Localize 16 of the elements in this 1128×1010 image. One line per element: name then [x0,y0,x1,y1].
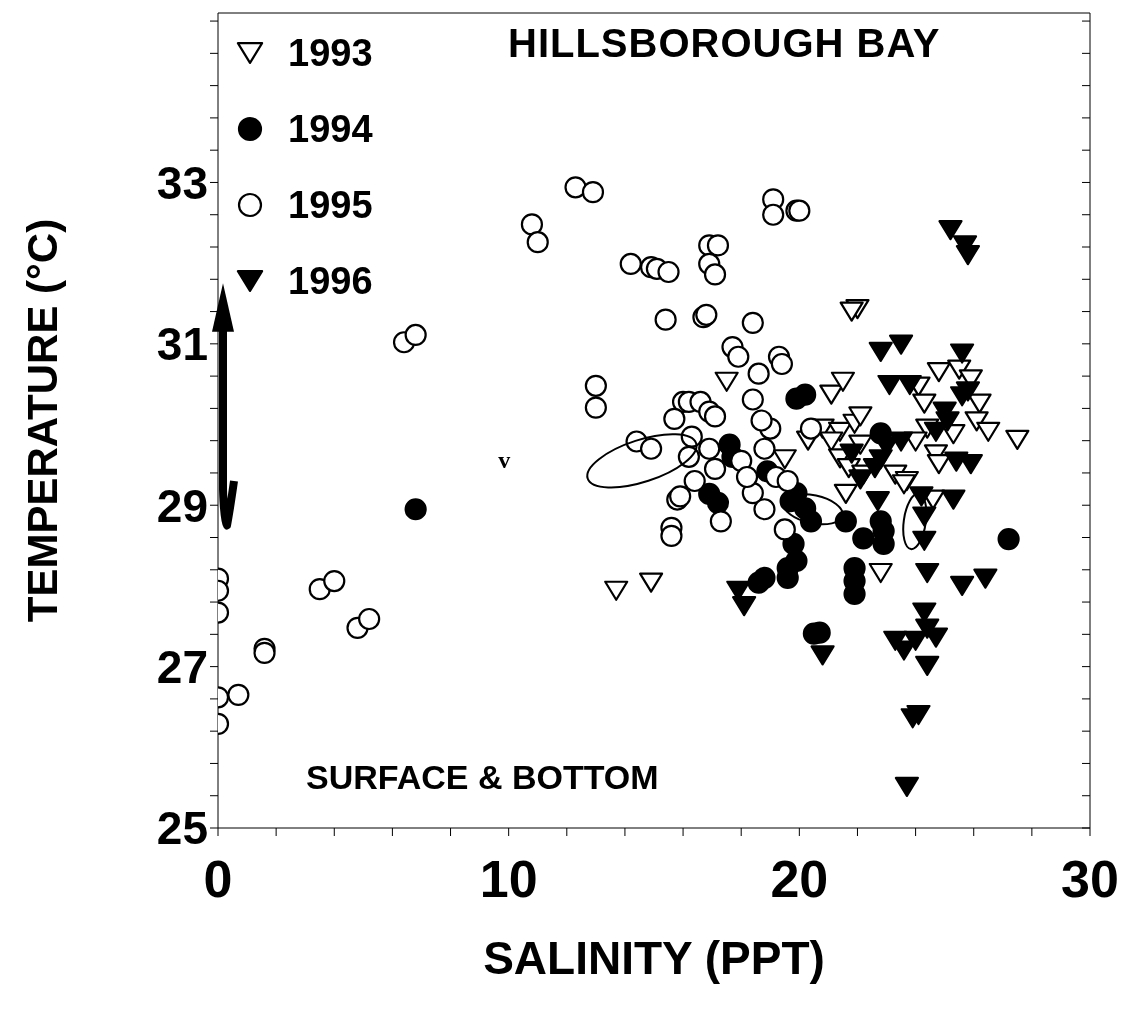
annotation: SURFACE & BOTTOM [306,758,659,797]
legend-label: 1993 [288,31,373,75]
legend-label: 1994 [288,107,373,151]
y-tick-label: 27 [156,640,208,693]
y-tick-label: 31 [156,318,208,371]
legend-label: 1995 [288,183,373,227]
legend-label: 1996 [288,259,373,303]
annotation: v [498,446,511,474]
chart-title: HILLSBOROUGH BAY [508,21,941,66]
y-tick-label: 29 [156,479,208,532]
y-axis-title: TEMPERATURE (°C) [18,218,66,623]
x-axis-title: SALINITY (PPT) [483,932,825,984]
x-tick-label: 20 [770,849,829,908]
y-tick-label: 33 [156,156,208,209]
x-tick-label: 30 [1061,849,1119,908]
x-tick-label: 10 [479,849,538,908]
